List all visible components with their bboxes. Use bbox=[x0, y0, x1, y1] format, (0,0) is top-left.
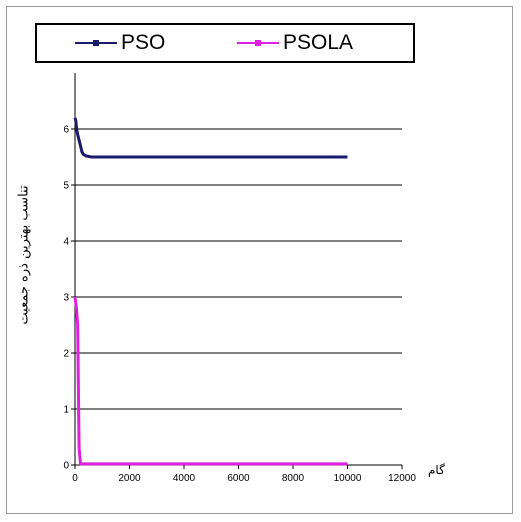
x-tick-label-0: 0 bbox=[72, 473, 78, 484]
y-tick-label-2: 2 bbox=[63, 349, 69, 360]
x-tick-label-5: 10000 bbox=[334, 473, 362, 484]
y-tick-label-1: 1 bbox=[63, 405, 69, 416]
series-line-psola bbox=[73, 296, 348, 466]
legend-marker-pso bbox=[93, 40, 99, 46]
y-tick-label-0: 0 bbox=[63, 461, 69, 472]
legend-label-pso: PSO bbox=[121, 31, 166, 54]
series-line-pso bbox=[73, 117, 348, 159]
legend-label-psola: PSOLA bbox=[283, 31, 354, 54]
x-tick-label-3: 6000 bbox=[227, 473, 250, 484]
x-tick-label-6: 12000 bbox=[388, 473, 416, 484]
legend-line-psola bbox=[237, 40, 279, 46]
legend-item-pso: PSO bbox=[75, 25, 165, 61]
legend-item-psola: PSOLA bbox=[237, 25, 353, 61]
x-axis-label: گام bbox=[428, 463, 445, 477]
x-tick-label-4: 8000 bbox=[282, 473, 305, 484]
y-tick-label-5: 5 bbox=[63, 181, 69, 192]
y-tick-label-6: 6 bbox=[63, 125, 69, 136]
y-tick-label-3: 3 bbox=[63, 293, 69, 304]
y-axis-label: تناسب بهترین ذره جمعیت bbox=[16, 185, 32, 325]
legend-marker-psola bbox=[255, 40, 261, 46]
legend-line-pso bbox=[75, 40, 117, 46]
legend: PSO PSOLA bbox=[35, 23, 415, 63]
x-tick-label-1: 2000 bbox=[118, 473, 141, 484]
chart-frame bbox=[6, 6, 513, 514]
y-tick-label-4: 4 bbox=[63, 237, 69, 248]
x-tick-label-2: 4000 bbox=[173, 473, 196, 484]
